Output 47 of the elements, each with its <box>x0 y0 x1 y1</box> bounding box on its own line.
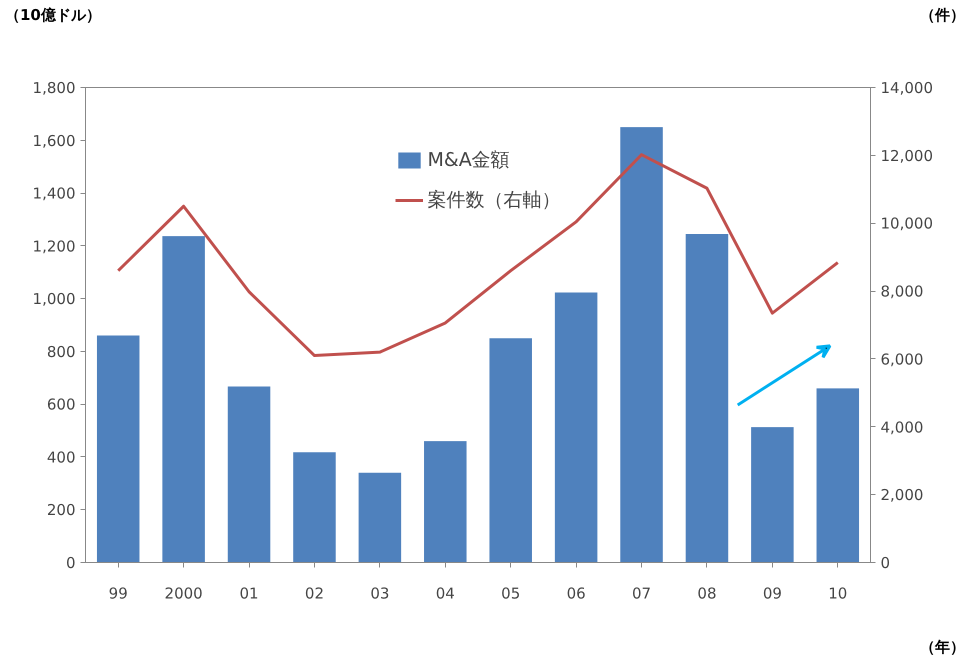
x-tick-label: 07 <box>632 584 652 602</box>
bar <box>424 441 467 562</box>
y-tick-label: 1,000 <box>32 290 76 308</box>
x-tick-label: 03 <box>370 584 390 602</box>
y2-tick-label: 2,000 <box>880 486 924 504</box>
x-tick-label: 10 <box>828 584 848 602</box>
y-tick-label: 1,200 <box>32 237 76 256</box>
y2-tick-label: 8,000 <box>880 282 924 301</box>
x-tick-label: 09 <box>762 584 782 602</box>
x-tick-label: 02 <box>304 584 324 602</box>
x-tick-label: 01 <box>240 584 259 602</box>
x-tick-label: 08 <box>697 584 717 602</box>
x-tick-label: 06 <box>566 584 586 602</box>
bar <box>358 472 402 562</box>
y2-tick-label: 10,000 <box>880 214 933 233</box>
y2-tick-label: 6,000 <box>880 350 924 368</box>
y-tick-label: 1,400 <box>32 184 76 203</box>
y-tick-label: 1,800 <box>32 79 76 97</box>
y-tick-label: 800 <box>46 342 76 361</box>
legend-label: M&A金額 <box>428 148 510 173</box>
bar <box>96 336 140 562</box>
bar <box>816 388 860 562</box>
bar <box>162 236 205 562</box>
x-axis-title: （年） <box>920 637 965 658</box>
x-tick-label: 05 <box>501 584 520 602</box>
y-axis-title: （10億ドル） <box>5 5 101 26</box>
bar <box>293 452 336 562</box>
y2-tick-label: 14,000 <box>880 79 933 97</box>
bar <box>489 338 532 562</box>
bar <box>554 292 598 562</box>
x-tick-label: 99 <box>108 584 128 602</box>
y2-tick-label: 0 <box>880 554 890 572</box>
y-tick-label: 1,600 <box>32 132 76 150</box>
legend-label: 案件数（右軸） <box>428 188 560 213</box>
y2-tick-label: 12,000 <box>880 146 933 165</box>
x-tick-label: 2000 <box>164 584 203 602</box>
y-tick-label: 400 <box>46 448 76 466</box>
y-tick-label: 0 <box>66 554 76 572</box>
y-tick-label: 200 <box>46 501 76 520</box>
y2-tick-label: 4,000 <box>880 418 924 436</box>
bar <box>686 234 728 562</box>
y-tick-label: 600 <box>46 396 76 414</box>
y2-axis-title: （件） <box>920 5 965 26</box>
bar <box>620 127 663 562</box>
bar <box>751 427 794 562</box>
bar <box>228 386 270 562</box>
x-tick-label: 04 <box>436 584 455 602</box>
